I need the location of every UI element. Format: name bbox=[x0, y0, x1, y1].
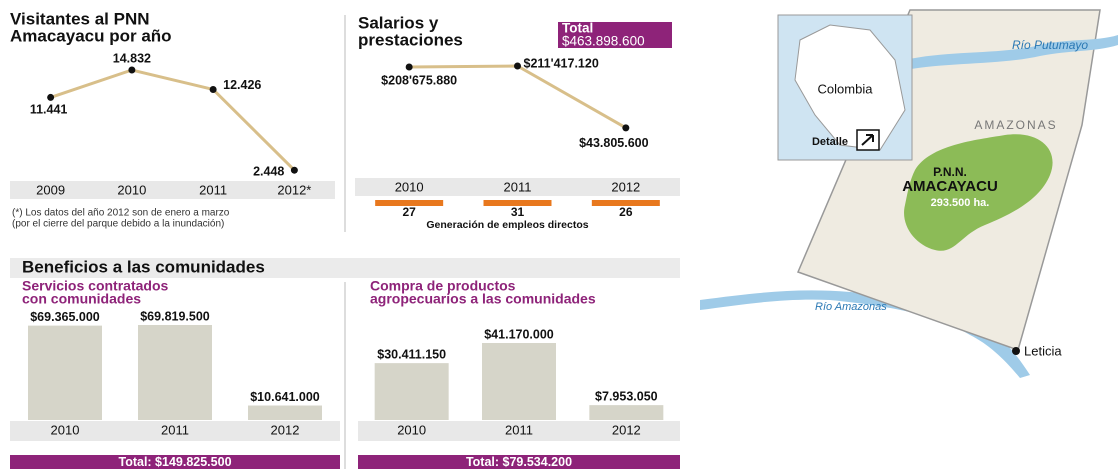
x-tick-label: 2011 bbox=[199, 182, 227, 197]
x-tick-label: 2010 bbox=[397, 422, 426, 437]
point bbox=[290, 166, 298, 174]
category-band bbox=[10, 421, 340, 441]
chart-title: Servicios contratados bbox=[22, 278, 168, 294]
footnote: (por el cierre del parque debido a la in… bbox=[12, 219, 224, 230]
river-putumayo bbox=[905, 35, 1118, 70]
map-label: Leticia bbox=[1024, 343, 1062, 358]
x-tick-label: 2011 bbox=[505, 422, 533, 437]
category-band bbox=[355, 178, 680, 196]
map-label: P.N.N. bbox=[933, 165, 967, 179]
map-label: Detalle bbox=[812, 136, 848, 148]
point bbox=[405, 63, 413, 71]
map-label: AMACAYACU bbox=[902, 178, 998, 195]
bar bbox=[138, 325, 212, 420]
jobs-title: Generación de empleos directos bbox=[426, 219, 588, 231]
x-tick-label: 2012 bbox=[611, 179, 640, 194]
point bbox=[622, 124, 630, 132]
value-label: $41.170.000 bbox=[484, 327, 554, 341]
total-label: Total bbox=[562, 21, 593, 36]
x-tick-label: 2010 bbox=[117, 182, 146, 197]
map bbox=[700, 9, 1118, 378]
chart-title: prestaciones bbox=[358, 30, 463, 49]
line bbox=[50, 68, 296, 172]
jobs-marker bbox=[591, 200, 660, 206]
chart-title: Visitantes al PNN bbox=[10, 9, 150, 28]
value-label: $211'417.120 bbox=[524, 56, 599, 70]
jobs-label: 27 bbox=[402, 205, 416, 219]
chart-title: Amacayacu por año bbox=[10, 26, 172, 45]
x-tick-label: 2012* bbox=[277, 182, 311, 197]
town-dot bbox=[1012, 347, 1020, 355]
value-label: $69.365.000 bbox=[30, 310, 100, 324]
value-label: $10.641.000 bbox=[250, 390, 320, 404]
jobs-marker bbox=[483, 200, 552, 206]
total-bar bbox=[358, 455, 680, 469]
x-tick-label: 2012 bbox=[612, 422, 641, 437]
x-tick-label: 2012 bbox=[271, 422, 300, 437]
bar bbox=[374, 363, 449, 420]
section-band bbox=[10, 258, 680, 278]
map-label: 293.500 ha. bbox=[931, 197, 990, 209]
chart-title: Compra de productos bbox=[370, 278, 516, 294]
section-title: Beneficios a las comunidades bbox=[22, 257, 265, 276]
value-label: 14.832 bbox=[113, 51, 151, 65]
detail-arrow bbox=[861, 134, 874, 146]
bar bbox=[589, 405, 664, 420]
jobs-label: 31 bbox=[511, 205, 525, 219]
jobs-marker bbox=[375, 200, 444, 206]
bar bbox=[28, 325, 102, 420]
chart-title: Salarios y bbox=[358, 13, 439, 32]
value-label: 2.448 bbox=[253, 164, 284, 178]
bar bbox=[482, 343, 556, 420]
country-shape bbox=[794, 24, 906, 151]
point bbox=[47, 93, 55, 101]
bar bbox=[248, 405, 322, 420]
footnote: (*) Los datos del año 2012 son de enero … bbox=[12, 208, 230, 219]
park-area bbox=[904, 134, 1053, 251]
jobs-label: 26 bbox=[619, 205, 633, 219]
point bbox=[209, 85, 217, 93]
total-label: Total: $149.825.500 bbox=[118, 455, 231, 469]
map-label: Río Putumayo bbox=[1012, 38, 1088, 52]
map-label: Colombia bbox=[818, 81, 874, 96]
category-band bbox=[10, 181, 335, 199]
value-label: $208'675.880 bbox=[381, 73, 457, 87]
total-label: Total: $79.534.200 bbox=[466, 455, 572, 469]
x-tick-label: 2010 bbox=[51, 422, 80, 437]
value-label: $7.953.050 bbox=[595, 389, 658, 403]
x-tick-label: 2009 bbox=[36, 182, 65, 197]
map-label: Río Amazonas bbox=[815, 301, 887, 313]
chart-title: con comunidades bbox=[22, 291, 141, 307]
category-band bbox=[358, 421, 680, 441]
x-tick-label: 2011 bbox=[504, 179, 532, 194]
total-bar bbox=[10, 455, 340, 469]
total-label: $463.898.600 bbox=[562, 34, 645, 49]
value-label: 11.441 bbox=[30, 103, 68, 117]
x-tick-label: 2011 bbox=[161, 422, 189, 437]
x-tick-label: 2010 bbox=[395, 179, 424, 194]
value-label: $30.411.150 bbox=[377, 347, 446, 361]
total-box bbox=[558, 22, 672, 48]
point bbox=[128, 66, 136, 74]
point bbox=[514, 62, 521, 70]
value-label: $69.819.500 bbox=[140, 309, 210, 323]
value-label: 12.426 bbox=[223, 78, 261, 92]
chart-title: agropecuarios a las comunidades bbox=[370, 291, 596, 307]
map-label: AMAZONAS bbox=[974, 118, 1057, 132]
value-label: $43.805.600 bbox=[579, 136, 649, 150]
